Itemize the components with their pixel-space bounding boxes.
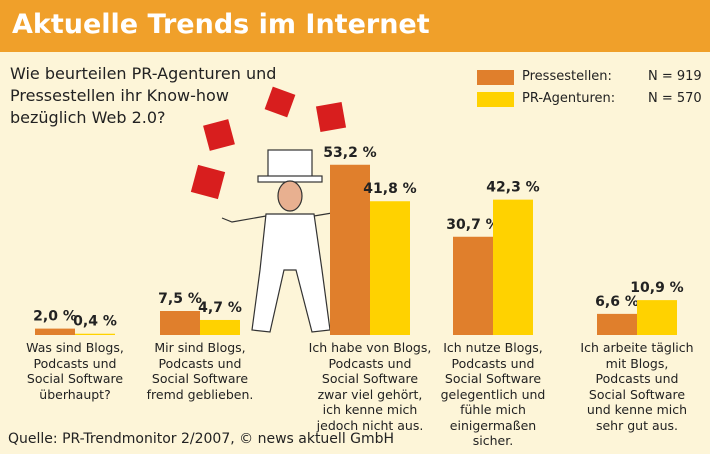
bar <box>330 164 370 335</box>
category-label: Mir sind Blogs, Podcasts und Social Soft… <box>146 340 254 402</box>
value-label: 53,2 % <box>323 145 376 161</box>
source-note: Quelle: PR-Trendmonitor 2/2007, © news a… <box>8 431 395 447</box>
legend-count: N = 919 <box>648 69 702 84</box>
value-label: 0,4 % <box>73 314 117 330</box>
category-label: Ich arbeite täglich mit Blogs, Podcasts … <box>580 340 694 433</box>
bar <box>160 311 200 335</box>
chart-title: Aktuelle Trends im Internet <box>12 9 430 40</box>
header-band <box>0 0 710 52</box>
cube <box>203 119 235 151</box>
bar <box>370 201 410 335</box>
cube <box>315 101 347 133</box>
bar <box>35 328 75 335</box>
bar <box>597 313 637 335</box>
legend-swatch <box>477 92 514 107</box>
hat-crown <box>267 149 313 181</box>
cube <box>190 164 226 200</box>
head <box>277 180 303 212</box>
value-label: 4,7 % <box>198 300 242 316</box>
value-label: 41,8 % <box>363 181 416 197</box>
bar <box>200 319 240 335</box>
legend-count: N = 570 <box>648 91 702 106</box>
legend-swatch <box>477 70 514 85</box>
legend-label: Pressestellen: <box>522 69 612 84</box>
value-label: 42,3 % <box>486 180 539 196</box>
bar <box>493 199 533 335</box>
category-label: Was sind Blogs, Podcasts und Social Soft… <box>26 340 124 402</box>
value-label: 2,0 % <box>33 309 77 325</box>
legend-label: PR-Agenturen: <box>522 91 616 106</box>
cube <box>264 86 296 118</box>
bar <box>637 300 677 335</box>
value-label: 30,7 % <box>446 217 499 233</box>
category-label: Ich habe von Blogs, Podcasts und Social … <box>308 340 432 433</box>
suit <box>251 213 331 333</box>
value-label: 10,9 % <box>630 280 683 296</box>
value-label: 6,6 % <box>595 294 639 310</box>
category-label: Ich nutze Blogs, Podcasts und Social Sof… <box>440 340 546 448</box>
bar <box>75 333 115 335</box>
juggler-illustration <box>221 149 363 333</box>
chart-subtitle: Wie beurteilen PR-Agenturen und Pressest… <box>10 64 277 127</box>
value-label: 7,5 % <box>158 291 202 307</box>
bar <box>453 236 493 335</box>
